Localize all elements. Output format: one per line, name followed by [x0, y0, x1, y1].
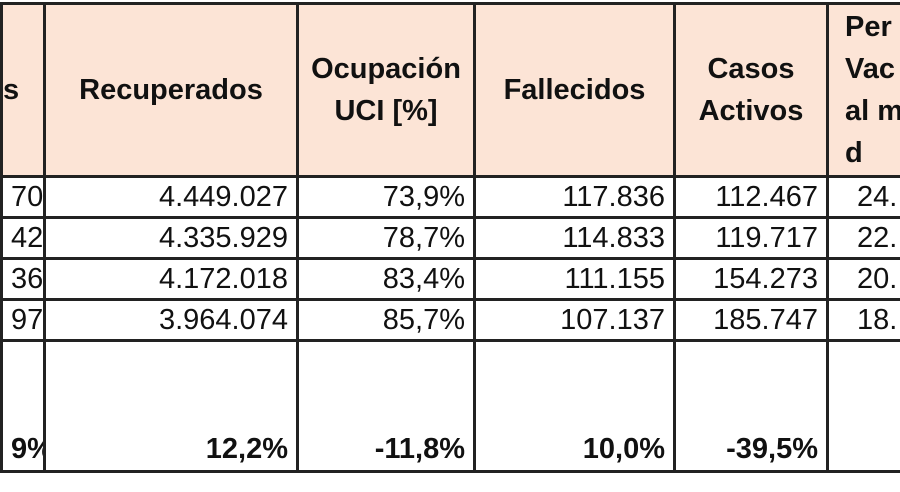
header-line: Activos	[684, 90, 818, 132]
footer-cell: 10,0%	[475, 341, 675, 472]
header-line: d	[845, 132, 894, 174]
header-line: Recuperados	[54, 69, 288, 111]
header-line: Per	[845, 6, 894, 48]
header-line: Fallecidos	[484, 69, 665, 111]
data-cell: 73,9%	[298, 177, 475, 218]
header-line: s	[3, 69, 35, 111]
data-cell: 154.273	[675, 259, 828, 300]
data-cell: 112.467	[675, 177, 828, 218]
data-cell: 83,4%	[298, 259, 475, 300]
header-line: al m	[845, 90, 894, 132]
data-cell: 4.335.929	[45, 218, 298, 259]
data-cell: 3.964.074	[45, 300, 298, 341]
data-cell: 78,7%	[298, 218, 475, 259]
data-cell: 36	[2, 259, 45, 300]
data-cell: 24.	[828, 177, 900, 218]
footer-row: 9%12,2%-11,8%10,0%-39,5%	[2, 341, 900, 472]
footer-cell: -11,8%	[298, 341, 475, 472]
header-line: Ocupación	[307, 48, 465, 90]
data-cell: 70	[2, 177, 45, 218]
header-cell: s	[2, 4, 45, 177]
data-cell: 4.172.018	[45, 259, 298, 300]
data-cell: 97	[2, 300, 45, 341]
header-cell: Fallecidos	[475, 4, 675, 177]
header-cell: Recuperados	[45, 4, 298, 177]
data-cell: 42	[2, 218, 45, 259]
header-line: Vac	[845, 48, 894, 90]
data-cell: 85,7%	[298, 300, 475, 341]
footer-cell: 12,2%	[45, 341, 298, 472]
header-line: UCI [%]	[307, 90, 465, 132]
footer-cell	[828, 341, 900, 472]
data-cell: 117.836	[475, 177, 675, 218]
footer-cell: 9%	[2, 341, 45, 472]
data-cell: 111.155	[475, 259, 675, 300]
data-cell: 107.137	[475, 300, 675, 341]
data-cell: 22.	[828, 218, 900, 259]
data-cell: 18.	[828, 300, 900, 341]
footer-cell: -39,5%	[675, 341, 828, 472]
data-cell: 20.	[828, 259, 900, 300]
header-line: Casos	[684, 48, 818, 90]
data-cell: 114.833	[475, 218, 675, 259]
data-cell: 4.449.027	[45, 177, 298, 218]
data-cell: 119.717	[675, 218, 828, 259]
data-cell: 185.747	[675, 300, 828, 341]
